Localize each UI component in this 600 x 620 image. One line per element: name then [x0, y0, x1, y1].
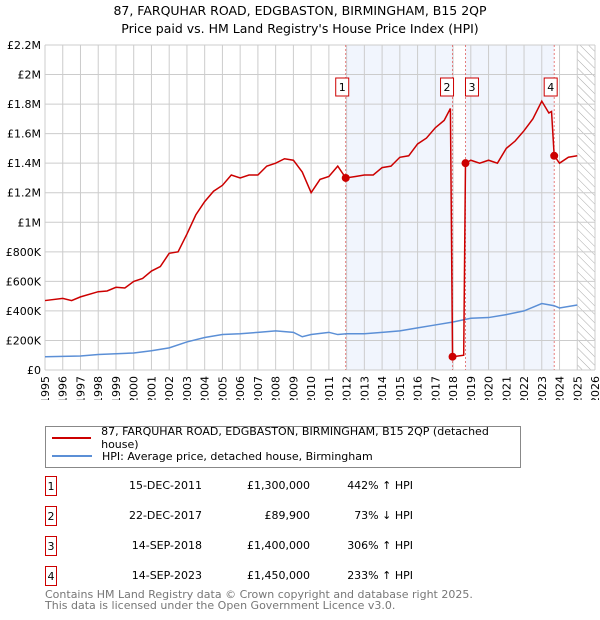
x-tick-label: 2002: [163, 376, 176, 400]
sale-row: 1 15-DEC-2011 £1,300,000 442% ↑ HPI: [45, 476, 600, 496]
shaded-period: [465, 45, 555, 370]
legend-label: 87, FARQUHAR ROAD, EDGBASTON, BIRMINGHAM…: [101, 425, 489, 451]
y-tick-label: £1.8M: [7, 98, 41, 111]
legend-label: HPI: Average price, detached house, Birm…: [102, 449, 373, 463]
x-tick-label: 1999: [110, 376, 123, 400]
legend: 87, FARQUHAR ROAD, EDGBASTON, BIRMINGHAM…: [45, 425, 521, 468]
x-tick-label: 2005: [216, 376, 229, 400]
x-tick-label: 2003: [181, 376, 194, 400]
x-tick-label: 2022: [518, 376, 531, 400]
x-tick-label: 2014: [376, 376, 389, 400]
title-line: 87, FARQUHAR ROAD, EDGBASTON, BIRMINGHAM…: [113, 3, 487, 18]
sale-hpi-change: 442% ↑ HPI: [347, 479, 413, 492]
sale-point: [461, 159, 470, 168]
sale-hpi-change: 306% ↑ HPI: [347, 539, 413, 552]
footer-line: This data is licensed under the Open Gov…: [45, 599, 396, 612]
y-tick-label: £1.2M: [7, 187, 41, 200]
x-tick-label: 2011: [323, 376, 336, 400]
x-tick-label: 2006: [234, 376, 247, 400]
y-tick-label: £1.6M: [7, 128, 41, 141]
x-tick-label: 2000: [128, 376, 141, 400]
y-tick-label: £600K: [6, 275, 42, 288]
sale-label: 1: [339, 81, 346, 94]
sale-date: 22-DEC-2017: [128, 509, 202, 522]
sale-label: 2: [444, 81, 451, 94]
footer-line: Contains HM Land Registry data © Crown c…: [45, 588, 473, 601]
sale-row: 3 14-SEP-2018 £1,400,000 306% ↑ HPI: [45, 536, 600, 556]
sale-label: 3: [468, 81, 475, 94]
x-tick-label: 2023: [536, 376, 549, 400]
x-tick-label: 2015: [394, 376, 407, 400]
sale-label-box: [543, 77, 558, 97]
y-tick-label: £800K: [6, 246, 42, 259]
x-tick-label: 2026: [589, 376, 600, 400]
legend-swatch: [52, 455, 92, 457]
x-tick-label: 1997: [74, 376, 87, 400]
sale-number: 2: [45, 506, 57, 526]
legend-swatch: [52, 437, 92, 439]
series-line: [44, 302, 578, 358]
sale-point: [550, 151, 559, 160]
series-line: [44, 99, 578, 358]
x-tick-label: 2021: [500, 376, 513, 400]
sale-label-box: [335, 77, 350, 97]
x-tick-label: 1995: [39, 376, 52, 400]
sale-price: £1,400,000: [247, 539, 310, 552]
sale-label-box: [464, 77, 479, 97]
sale-hpi-change: 73% ↓ HPI: [354, 509, 413, 522]
x-tick-label: 2017: [429, 376, 442, 400]
x-tick-label: 2018: [447, 376, 460, 400]
y-tick-label: £200K: [6, 334, 42, 347]
x-tick-label: 2008: [270, 376, 283, 400]
legend-item-property: 87, FARQUHAR ROAD, EDGBASTON, BIRMINGHAM…: [52, 425, 520, 451]
sale-number: 1: [45, 476, 57, 496]
x-tick-label: 1998: [92, 376, 105, 400]
footer: Contains HM Land Registry data © Crown c…: [45, 589, 473, 611]
x-tick-label: 2025: [571, 376, 584, 400]
sale-row: 4 14-SEP-2023 £1,450,000 233% ↑ HPI: [45, 566, 600, 586]
y-tick-label: £2.2M: [7, 39, 41, 52]
y-tick-label: £2M: [18, 69, 42, 82]
legend-item-hpi: HPI: Average price, detached house, Birm…: [52, 447, 373, 465]
x-tick-label: 2016: [412, 376, 425, 400]
chart-title: 87, FARQUHAR ROAD, EDGBASTON, BIRMINGHAM…: [0, 2, 600, 38]
sale-date: 14-SEP-2023: [131, 569, 202, 582]
x-tick-label: 2001: [145, 376, 158, 400]
sale-point: [448, 352, 457, 361]
x-tick-label: 2024: [554, 376, 567, 400]
y-tick-label: £400K: [6, 305, 42, 318]
y-tick-label: £1.4M: [7, 157, 41, 170]
sale-hpi-change: 233% ↑ HPI: [347, 569, 413, 582]
sale-label: 4: [547, 81, 554, 94]
price-chart: 1995 1996 1997 1998 1999 2000 2001 2002 2003 2004…: [6, 39, 600, 400]
shaded-period: [345, 45, 453, 370]
sale-point: [341, 173, 350, 182]
x-tick-label: 2012: [341, 376, 354, 400]
x-tick-label: 2020: [483, 376, 496, 400]
sale-number: 3: [45, 536, 57, 556]
x-tick-label: 2013: [358, 376, 371, 400]
sale-number: 4: [45, 566, 57, 586]
y-tick-label: £0: [27, 364, 41, 377]
x-tick-label: 2010: [305, 376, 318, 400]
forecast-hatch: [577, 45, 595, 370]
sale-date: 15-DEC-2011: [128, 479, 202, 492]
sale-label-box: [440, 77, 455, 97]
subtitle-line: Price paid vs. HM Land Registry's House …: [121, 21, 479, 36]
y-tick-label: £1M: [18, 216, 42, 229]
sale-price: £1,300,000: [247, 479, 310, 492]
sale-row: 2 22-DEC-2017 £89,900 73% ↓ HPI: [45, 506, 600, 526]
x-tick-label: 2004: [199, 376, 212, 400]
sale-price: £89,900: [264, 509, 311, 522]
sale-date: 14-SEP-2018: [131, 539, 202, 552]
sale-price: £1,450,000: [247, 569, 310, 582]
x-tick-label: 2009: [287, 376, 300, 400]
x-tick-label: 2019: [465, 376, 478, 400]
x-tick-label: 1996: [57, 376, 70, 400]
x-tick-label: 2007: [252, 376, 265, 400]
